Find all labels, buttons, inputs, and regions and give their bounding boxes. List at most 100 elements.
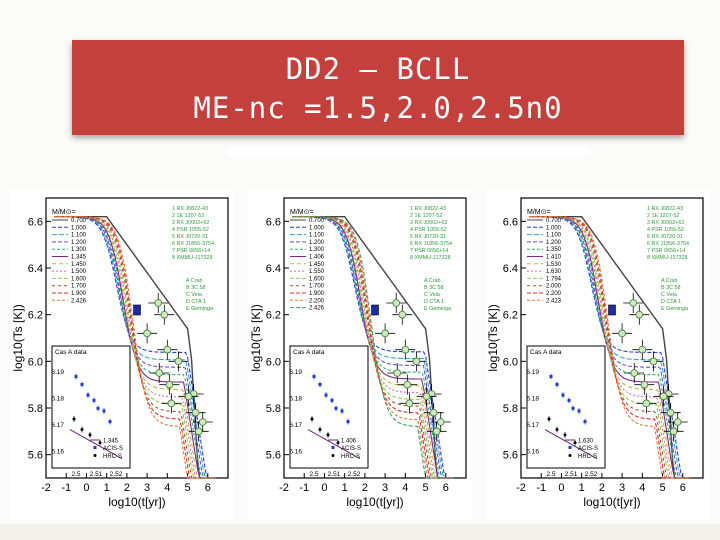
- mass-legend-label: 1.100: [546, 233, 562, 239]
- mass-legend-title: M/M⊙=: [52, 209, 76, 216]
- source-label: 1 RX J0822-43: [410, 206, 446, 212]
- mass-legend-label: 1.345: [71, 255, 87, 261]
- y-axis-label: log10(Ts [K]): [249, 304, 263, 371]
- mass-legend-label: 1.450: [71, 262, 87, 268]
- y-tick-label: 6.6: [266, 216, 281, 228]
- inset-legend-label: HRC-S: [578, 454, 597, 460]
- source-label: A Crab: [424, 278, 440, 284]
- inset-x-tick-label: 2.5: [71, 471, 80, 478]
- observation-point: [163, 345, 172, 354]
- source-label: 3 RX J0002+62: [172, 220, 209, 226]
- mass-legend-label: 2.426: [71, 298, 87, 304]
- source-label: 3 RX J0002+62: [647, 220, 684, 226]
- y-tick-label: 6.4: [266, 263, 281, 275]
- source-label: 4 PSR 1055-52: [647, 227, 684, 233]
- inset-legend-label: HRC-S: [103, 454, 122, 460]
- mass-legend-label: 1.000: [546, 225, 562, 231]
- observation-point: [429, 408, 438, 417]
- mass-legend-label: 1.200: [309, 240, 325, 246]
- y-axis-label: log10(Ts [K]): [11, 304, 25, 371]
- inset-x-tick-label: 2.5: [546, 471, 555, 478]
- inset-x-tick-label: 2.51: [328, 471, 341, 478]
- cooling-chart-left: -2 -1 0 1 2 3 4 5 6 5.6 5.8 6.0 6.2 6.4 6.6 log10(t[yr]…: [10, 190, 235, 520]
- mass-legend-title: M/M⊙=: [290, 209, 314, 216]
- x-tick-label: 3: [382, 482, 388, 494]
- x-tick-label: 2: [124, 482, 130, 494]
- observation-point: [160, 310, 169, 319]
- y-tick-label: 5.8: [266, 403, 281, 415]
- source-label: 8 XMMU-J17328: [647, 255, 687, 261]
- mass-legend-label: 1.600: [309, 276, 325, 282]
- cas-a-marker: [371, 304, 379, 316]
- title-banner: DD2 – BCLL ME-nc =1.5,2.0,2.5n0: [72, 40, 684, 135]
- inset-legend-hrc-marker: [331, 454, 335, 457]
- observation-point: [669, 427, 678, 436]
- acis-point: [102, 409, 106, 413]
- source-label: B 3C 58: [186, 285, 205, 291]
- x-tick-label: 5: [184, 482, 190, 494]
- observation-point: [412, 357, 421, 366]
- mass-legend-label: 1.350: [546, 247, 562, 253]
- y-tick-label: 6.2: [28, 310, 43, 322]
- mass-legend-label: 1.450: [309, 262, 325, 268]
- inset-frame: [526, 345, 606, 469]
- mass-legend-label: 1.300: [71, 247, 87, 253]
- observation-point: [401, 345, 410, 354]
- x-tick-label: -1: [61, 482, 71, 494]
- inset-y-tick-label: 6.16: [51, 448, 64, 455]
- observation-point: [649, 357, 658, 366]
- x-tick-label: 4: [402, 482, 408, 494]
- y-tick-label: 5.6: [266, 450, 281, 462]
- mass-legend-label: 2.426: [309, 306, 325, 312]
- acis-point: [555, 383, 559, 386]
- source-label: 3 RX J0002+62: [410, 220, 447, 226]
- source-label: 2 1E 1207-52: [172, 213, 204, 219]
- mass-legend-label: 1.900: [309, 291, 325, 297]
- inset-y-tick-label: 6.17: [526, 422, 539, 429]
- mass-legend-label: 1.200: [546, 240, 562, 246]
- observation-point: [393, 369, 402, 377]
- source-label: 1 RX J0822-43: [172, 206, 208, 212]
- slide-bottom-band: [0, 524, 720, 540]
- cas-a-marker: [608, 304, 616, 316]
- hrc-point: [563, 433, 567, 437]
- hrc-point: [80, 428, 84, 432]
- y-tick-label: 5.6: [503, 450, 518, 462]
- mass-legend-label: 1.406: [309, 255, 325, 261]
- y-tick-label: 6.0: [503, 356, 518, 368]
- source-label: E Geminga: [186, 306, 213, 312]
- observation-point: [143, 329, 151, 338]
- source-label: D CTA 1: [424, 299, 444, 305]
- observation-point: [666, 408, 675, 417]
- inset-frame: [289, 345, 369, 469]
- source-label: 5 RX J0720-31: [647, 234, 683, 240]
- inset-x-tick-label: 2.52: [110, 471, 123, 478]
- acis-point: [334, 406, 338, 410]
- mass-legend-label: 1.530: [546, 262, 562, 268]
- source-label: 6 RX J1856-3754: [410, 241, 452, 247]
- hrc-point: [547, 417, 551, 421]
- y-tick-label: 6.0: [266, 356, 281, 368]
- acis-point: [330, 398, 334, 402]
- mass-legend-label: 1.300: [309, 247, 325, 253]
- observation-point: [618, 329, 626, 338]
- inset-y-tick-label: 6.16: [289, 448, 302, 455]
- inset-title: Cas A data: [293, 349, 325, 356]
- x-tick-label: 5: [659, 482, 665, 494]
- acis-point: [74, 375, 78, 379]
- mass-legend-label: 1.410: [546, 255, 562, 261]
- y-tick-label: 6.4: [503, 263, 518, 275]
- inset-y-tick-label: 6.18: [289, 395, 302, 402]
- inset-x-tick-label: 2.52: [585, 471, 598, 478]
- hrc-point: [72, 417, 76, 421]
- mass-legend-label: 1.200: [71, 240, 87, 246]
- observation-point: [184, 392, 193, 401]
- x-tick-label: 3: [619, 482, 625, 494]
- inset-y-tick-label: 6.16: [526, 448, 539, 455]
- x-axis-label: log10(t[yr]): [583, 495, 640, 509]
- hrc-point: [326, 433, 330, 437]
- cooling-curve: [54, 216, 216, 479]
- source-label: E Geminga: [424, 306, 451, 312]
- mass-legend-label: 1.550: [309, 269, 325, 275]
- observation-point: [198, 418, 207, 426]
